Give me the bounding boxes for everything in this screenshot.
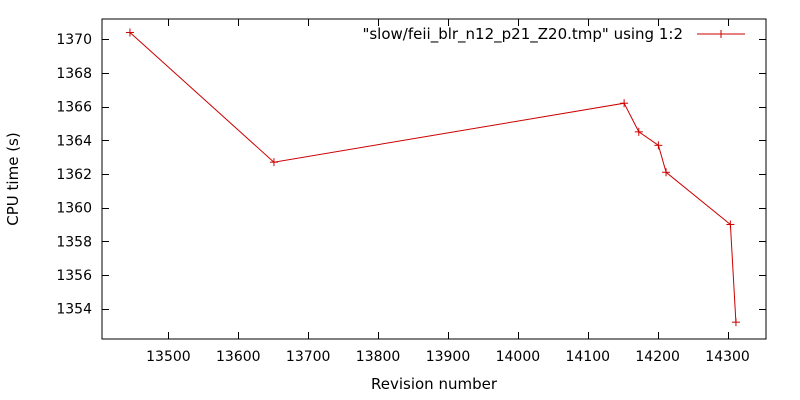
data-point <box>634 127 643 136</box>
x-tick-label: 13900 <box>426 349 471 365</box>
x-axis-ticks: 13500 13600 13700 13800 13900 14000 14100 14200… <box>146 19 750 365</box>
x-tick-label: 13800 <box>356 349 401 365</box>
y-axis-label: CPU time (s) <box>4 132 22 225</box>
data-point <box>662 168 671 177</box>
x-tick-label: 14200 <box>635 349 680 365</box>
data-point <box>125 28 134 37</box>
data-point <box>726 220 735 229</box>
x-tick-label: 14000 <box>496 349 541 365</box>
y-tick-label: 1366 <box>56 100 92 116</box>
x-tick-label: 13500 <box>146 349 191 365</box>
y-tick-label: 1370 <box>56 32 92 48</box>
series-layer <box>125 28 740 327</box>
data-point <box>654 141 663 150</box>
y-tick-label: 1354 <box>56 302 92 318</box>
data-point <box>731 318 740 327</box>
plot-frame <box>101 18 767 340</box>
y-axis-ticks: 1354 1356 1358 1360 1362 1364 1366 1368 1370 <box>56 32 766 318</box>
x-tick-label: 14300 <box>705 349 750 365</box>
x-tick-label: 13600 <box>216 349 261 365</box>
plot-border <box>101 18 767 340</box>
legend-marker <box>717 30 725 38</box>
series-line <box>129 32 737 323</box>
data-point <box>620 99 629 108</box>
y-tick-label: 1364 <box>56 133 92 149</box>
legend-label: "slow/feii_blr_n12_p21_Z20.tmp" using 1:… <box>362 25 683 44</box>
x-tick-label: 14100 <box>565 349 610 365</box>
x-tick-label: 13700 <box>286 349 331 365</box>
y-tick-label: 1358 <box>56 234 92 250</box>
y-tick-label: 1368 <box>56 66 92 82</box>
legend: "slow/feii_blr_n12_p21_Z20.tmp" using 1:… <box>362 25 745 44</box>
y-tick-label: 1356 <box>56 268 92 284</box>
x-axis-label: Revision number <box>371 375 498 393</box>
y-tick-label: 1362 <box>56 167 92 183</box>
y-tick-label: 1360 <box>56 201 92 217</box>
data-point <box>269 158 278 167</box>
